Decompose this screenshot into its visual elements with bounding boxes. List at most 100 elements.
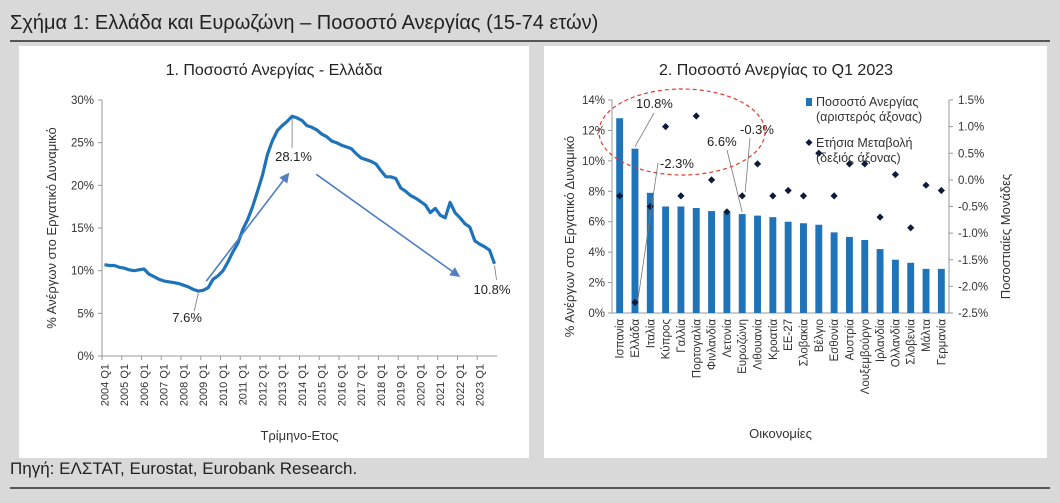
- bar-Βέλγιο: [815, 224, 823, 313]
- y2-axis-title: Ποσοστιαίες Μονάδες: [998, 174, 1013, 299]
- change-marker-Λετονία: [723, 208, 731, 216]
- y2-tick-label: -2.0%: [958, 281, 988, 293]
- x-tick-label: 2005 Q1: [119, 364, 131, 406]
- bar-Κροατία: [769, 217, 777, 313]
- change-marker-Γαλλία: [677, 192, 685, 200]
- x-tick-label: 2007 Q1: [159, 364, 171, 406]
- change-marker-Κροατία: [769, 192, 777, 200]
- greece-change-annotation: -2.3%: [660, 156, 694, 171]
- y-tick-label: 2%: [588, 278, 605, 290]
- chart-title: 1. Ποσοστό Ανεργίας - Ελλάδα: [166, 62, 383, 79]
- change-marker-Πορτογαλία: [692, 112, 700, 120]
- change-marker-Μάλτα: [922, 181, 930, 189]
- ez-rate-annotation: 6.6%: [707, 134, 737, 149]
- bar-Γερμανία: [937, 268, 945, 313]
- x-tick-label: 2012 Q1: [257, 364, 269, 406]
- change-marker-Φινλανδία: [707, 176, 716, 184]
- x-tick-label: 2021 Q1: [435, 364, 447, 406]
- category-label: Κύπρος: [661, 319, 673, 360]
- x-tick-label: 2004 Q1: [99, 364, 111, 406]
- x-tick-label: 2017 Q1: [356, 364, 368, 406]
- change-marker-Σλοβενία: [907, 224, 915, 232]
- category-label: Μάλτα: [921, 319, 933, 352]
- y-tick-label: 10%: [582, 156, 605, 168]
- category-label: Κροατία: [768, 319, 780, 360]
- y2-tick-label: 0.5%: [958, 148, 984, 160]
- category-label: Ιρλανδία: [875, 319, 887, 362]
- category-label: Ιταλία: [645, 319, 657, 349]
- title-rule: [10, 40, 1050, 42]
- bar-Αυστρία: [845, 236, 853, 313]
- source-note: Πηγή: ΕΛΣΤΑΤ, Eurostat, Eurobank Researc…: [10, 459, 358, 478]
- bar-Μάλτα: [922, 268, 930, 313]
- y-tick-label: 5%: [77, 308, 94, 320]
- y-tick-label: 15%: [71, 223, 94, 235]
- category-label: Αυστρία: [844, 319, 856, 361]
- eurozone-unemployment-bar-chart: 2. Ποσοστό Ανεργίας το Q1 2023 0% 2% 4% 6% 8%…: [562, 62, 1013, 441]
- x-tick-label: 2019 Q1: [396, 364, 408, 406]
- category-label: Φινλανδία: [707, 319, 719, 370]
- y2-tick-label: 1.0%: [958, 122, 984, 134]
- change-marker-Ιρλανδία: [876, 213, 884, 221]
- change-marker-ΕΕ-27: [784, 186, 792, 195]
- greece-unemployment-line-chart: 1. Ποσοστό Ανεργίας - Ελλάδα 0% 5% 10% 15% 20…: [44, 62, 511, 443]
- y-tick-label: 12%: [582, 125, 605, 137]
- peak-annotation: 28.1%: [275, 149, 312, 164]
- x-tick-label: 2016 Q1: [336, 364, 348, 406]
- category-label: Σλοβενία: [906, 319, 918, 365]
- y-tick-label: 14%: [582, 95, 605, 107]
- legend-marker-swatch: [805, 139, 813, 146]
- ez-change-annotation: -0.3%: [740, 122, 774, 137]
- change-marker-Σλοβακία: [799, 192, 808, 200]
- y-tick-label: 8%: [588, 186, 605, 198]
- greece-rate-leader: [634, 112, 655, 147]
- x-axis-title: Οικονομίες: [749, 426, 812, 441]
- x-tick-label: 2011 Q1: [238, 364, 250, 405]
- change-marker-Ευρωζώνη: [738, 192, 746, 200]
- bar-Πορτογαλία: [692, 208, 700, 313]
- bar-Ελλάδα: [631, 148, 639, 313]
- y2-tick-label: -1.0%: [958, 228, 988, 240]
- legend-bar-swatch: [806, 98, 812, 106]
- latest-annotation: 10.8%: [474, 282, 511, 297]
- x-tick-label: 2013 Q1: [277, 364, 289, 406]
- bar-Σλοβακία: [800, 223, 807, 313]
- category-label: Ευρωζώνη: [737, 319, 749, 374]
- bar-Κύπρος: [662, 206, 670, 313]
- bar-Ευρωζώνη: [738, 214, 746, 313]
- bar-Λουξεμβούργο: [861, 239, 869, 313]
- ez-rate-leader: [726, 149, 743, 213]
- category-label: Σλοβακία: [798, 319, 810, 367]
- figure-title: Σχήμα 1: Ελλάδα και Ευρωζώνη – Ποσοστό Α…: [10, 12, 599, 34]
- trough-annotation: 7.6%: [172, 310, 202, 325]
- greece-unemployment-chart-panel: 1. Ποσοστό Ανεργίας - Ελλάδα 0% 5% 10% 15% 20…: [19, 46, 529, 458]
- x-axis-title: Τρίμηνο-Ετος: [260, 428, 338, 443]
- decline-arrow: [315, 173, 461, 278]
- bar-Ιρλανδία: [876, 249, 884, 313]
- change-marker-Αυστρία: [845, 160, 854, 168]
- legend-bar-label: Ποσοστό Ανεργίας: [816, 95, 918, 109]
- y2-tick-label: -2.5%: [958, 308, 988, 320]
- y-tick-label: 0%: [77, 351, 94, 363]
- x-tick-label: 2023 Q1: [475, 364, 487, 406]
- trough-leader-line: [193, 293, 199, 312]
- bar-Ολλανδία: [891, 259, 899, 313]
- category-label: Εσθονία: [829, 319, 841, 362]
- chart-title: 2. Ποσοστό Ανεργίας το Q1 2023: [659, 62, 893, 79]
- change-marker-Εσθονία: [830, 192, 838, 200]
- change-marker-Βέλγιο: [815, 149, 823, 157]
- category-label: Πορτογαλία: [691, 319, 703, 379]
- change-marker-Λουξεμβούργο: [861, 160, 869, 168]
- x-tick-label: 2015 Q1: [317, 364, 329, 406]
- x-tick-label: 2014 Q1: [297, 364, 309, 406]
- y-axis-title: % Ανέργων στο Εργατικό Δυναμικό: [562, 136, 577, 338]
- change-marker-Ολλανδία: [891, 170, 899, 179]
- bar-Ιταλία: [646, 192, 654, 313]
- category-label: Λιθουανία: [753, 319, 765, 370]
- category-label: Ισπανία: [615, 319, 627, 359]
- x-tick-label: 2008 Q1: [178, 364, 190, 406]
- category-label: Βέλγιο: [814, 319, 826, 352]
- change-marker-Λιθουανία: [753, 160, 762, 168]
- y2-tick-label: 0.0%: [958, 175, 984, 187]
- y2-tick-label: -0.5%: [958, 202, 988, 214]
